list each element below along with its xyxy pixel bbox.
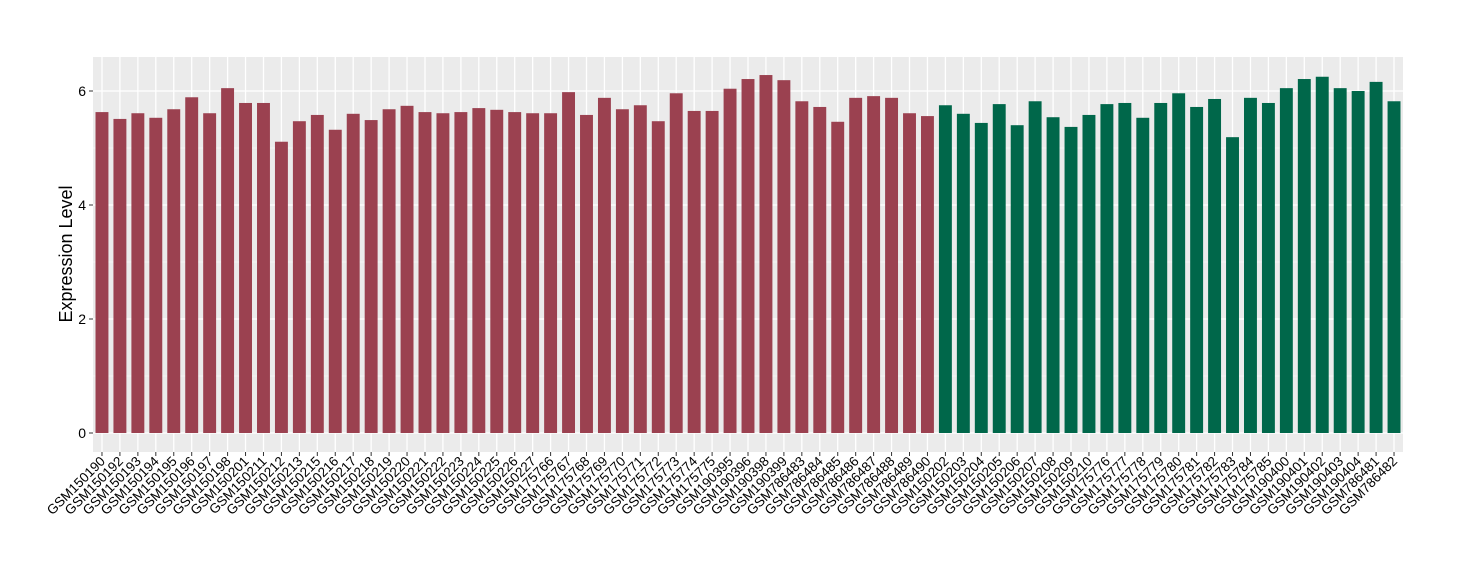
bar-GSM190401 [1297,79,1311,433]
bar-GSM786483 [795,101,809,433]
bar-GSM175777 [1118,102,1132,433]
bar-GSM150196 [185,97,199,434]
bar-GSM175766 [544,113,558,433]
bar-GSM150215 [310,114,324,433]
bar-GSM190396 [741,79,755,433]
bar-GSM150209 [1064,126,1078,433]
bar-GSM150219 [382,109,396,434]
bar-GSM150208 [1046,117,1060,433]
bar-GSM150205 [992,104,1006,434]
bar-GSM175776 [1100,104,1114,434]
bar-GSM190398 [759,75,773,433]
bar-GSM150220 [400,105,414,433]
bar-GSM150204 [974,122,988,434]
bar-GSM175771 [633,105,647,433]
bar-GSM786490 [920,116,934,433]
bar-GSM150203 [956,113,970,434]
y-tick-label: 0 [78,425,86,441]
bar-GSM190404 [1351,91,1365,433]
bar-GSM190399 [777,80,791,434]
bar-GSM150194 [149,117,163,433]
bar-GSM786487 [867,96,881,433]
bar-GSM175785 [1261,102,1275,433]
bar-GSM150227 [526,113,540,433]
bar-GSM190400 [1279,88,1293,434]
bar-GSM150226 [508,112,522,433]
bar-GSM175769 [597,97,611,433]
bar-GSM150195 [167,109,181,434]
bar-GSM150207 [1028,101,1042,433]
bar-GSM786482 [1387,101,1401,433]
bar-GSM150213 [292,121,306,434]
bar-GSM150192 [113,118,127,434]
bar-GSM175784 [1244,97,1257,433]
bar-GSM150225 [490,109,504,433]
bar-GSM175767 [562,92,576,433]
bar-GSM150197 [203,113,217,433]
bar-GSM175768 [580,114,593,433]
bar-GSM175775 [705,110,719,433]
bar-GSM175783 [1226,137,1239,434]
bar-GSM150212 [274,141,288,434]
bar-GSM175780 [1172,93,1186,433]
bar-GSM150218 [364,120,378,433]
y-tick-label: 2 [78,311,86,327]
x-axis: GSM150190GSM150192GSM150193GSM150194GSM1… [44,452,1400,518]
bar-GSM150216 [328,129,342,433]
y-tick-label: 6 [78,83,86,99]
bar-GSM786485 [831,121,845,433]
bar-GSM175773 [669,93,683,433]
bar-GSM150224 [472,108,486,433]
bars [95,75,1401,434]
bar-GSM786481 [1369,81,1383,433]
y-tick-label: 4 [78,197,86,213]
y-axis-label: Expression Level [56,185,76,322]
bar-GSM175772 [651,121,665,434]
y-axis: 0 2 4 6 [78,83,93,441]
bar-GSM150198 [221,88,235,434]
bar-GSM175774 [687,110,701,433]
bar-GSM150221 [418,112,432,433]
bar-GSM190402 [1315,76,1329,433]
bar-GSM150193 [131,113,145,433]
bar-GSM150223 [454,112,468,433]
bar-GSM150211 [257,102,270,433]
bar-GSM150222 [436,113,450,433]
bar-GSM175779 [1154,102,1168,433]
bar-GSM786484 [813,106,827,434]
bar-GSM175781 [1190,106,1204,434]
bar-GSM786489 [903,113,916,433]
bar-GSM150210 [1082,114,1096,433]
bar-GSM786488 [885,97,899,433]
bar-GSM786486 [849,97,863,433]
bar-GSM175782 [1208,98,1222,433]
bar-GSM175770 [615,109,629,434]
bar-GSM150201 [239,102,252,433]
bar-GSM150217 [346,113,360,434]
bar-GSM150202 [938,105,952,433]
bar-GSM190403 [1333,88,1347,434]
bar-GSM190395 [723,88,737,433]
bar-GSM150190 [95,112,109,433]
bar-GSM150206 [1010,125,1024,433]
bar-GSM175778 [1136,117,1150,433]
